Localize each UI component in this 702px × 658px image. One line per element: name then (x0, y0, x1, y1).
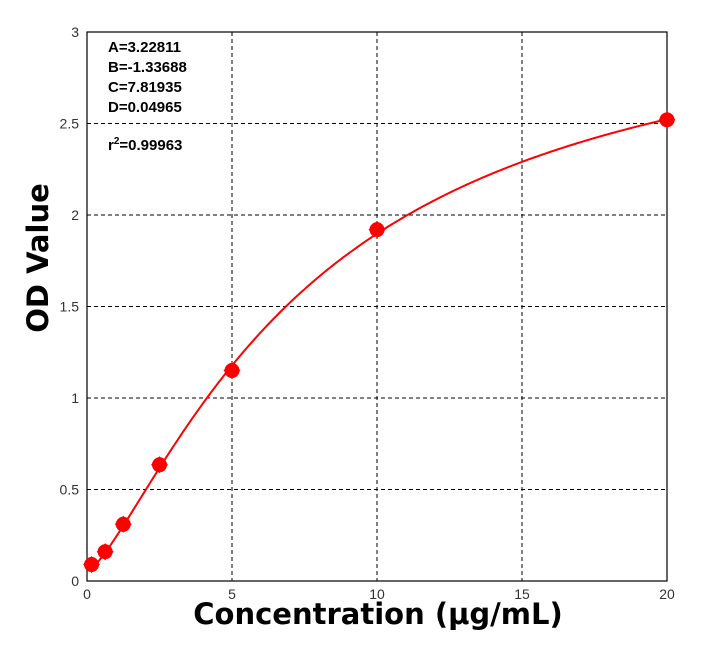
x-tick-label: 5 (228, 586, 236, 602)
param-a: A=3.22811 (108, 39, 181, 56)
param-d: D=0.04965 (108, 99, 182, 116)
x-axis-title: Concentration (μg/mL) (193, 597, 562, 631)
data-point (658, 111, 676, 129)
r-squared: r2=0.99963 (108, 136, 182, 154)
fit-parameters: A=3.22811 B=-1.33688 C=7.81935 D=0.04965… (108, 39, 187, 154)
tick-labels: 0 5 10 15 20 0 0.5 1 1.5 2 2.5 3 (60, 24, 675, 602)
y-tick-label: 2 (71, 207, 79, 223)
param-c: C=7.81935 (108, 79, 182, 96)
param-b: B=-1.33688 (108, 59, 187, 76)
y-axis-title: OD Value (21, 183, 55, 333)
data-point (96, 543, 114, 561)
r-squared-superscript: 2 (114, 136, 120, 147)
x-tick-label: 0 (83, 586, 91, 602)
data-points (83, 111, 676, 574)
y-tick-label: 1.5 (60, 299, 80, 315)
y-tick-label: 0.5 (60, 482, 80, 498)
y-tick-label: 3 (71, 24, 79, 40)
y-tick-label: 0 (71, 573, 79, 589)
r-squared-value: =0.99963 (119, 137, 182, 154)
y-tick-label: 2.5 (60, 116, 80, 132)
data-point (223, 362, 241, 380)
x-tick-label: 20 (659, 586, 675, 602)
grid-lines (87, 32, 667, 581)
y-tick-label: 1 (71, 390, 79, 406)
r-squared-symbol: r (108, 137, 114, 154)
data-point (114, 515, 132, 533)
fit-curve (90, 118, 668, 570)
x-tick-label: 10 (369, 586, 385, 602)
plot-frame (86, 31, 668, 582)
data-point (151, 456, 168, 474)
x-tick-label: 15 (514, 586, 530, 602)
data-point (368, 221, 386, 239)
data-point (83, 556, 101, 574)
